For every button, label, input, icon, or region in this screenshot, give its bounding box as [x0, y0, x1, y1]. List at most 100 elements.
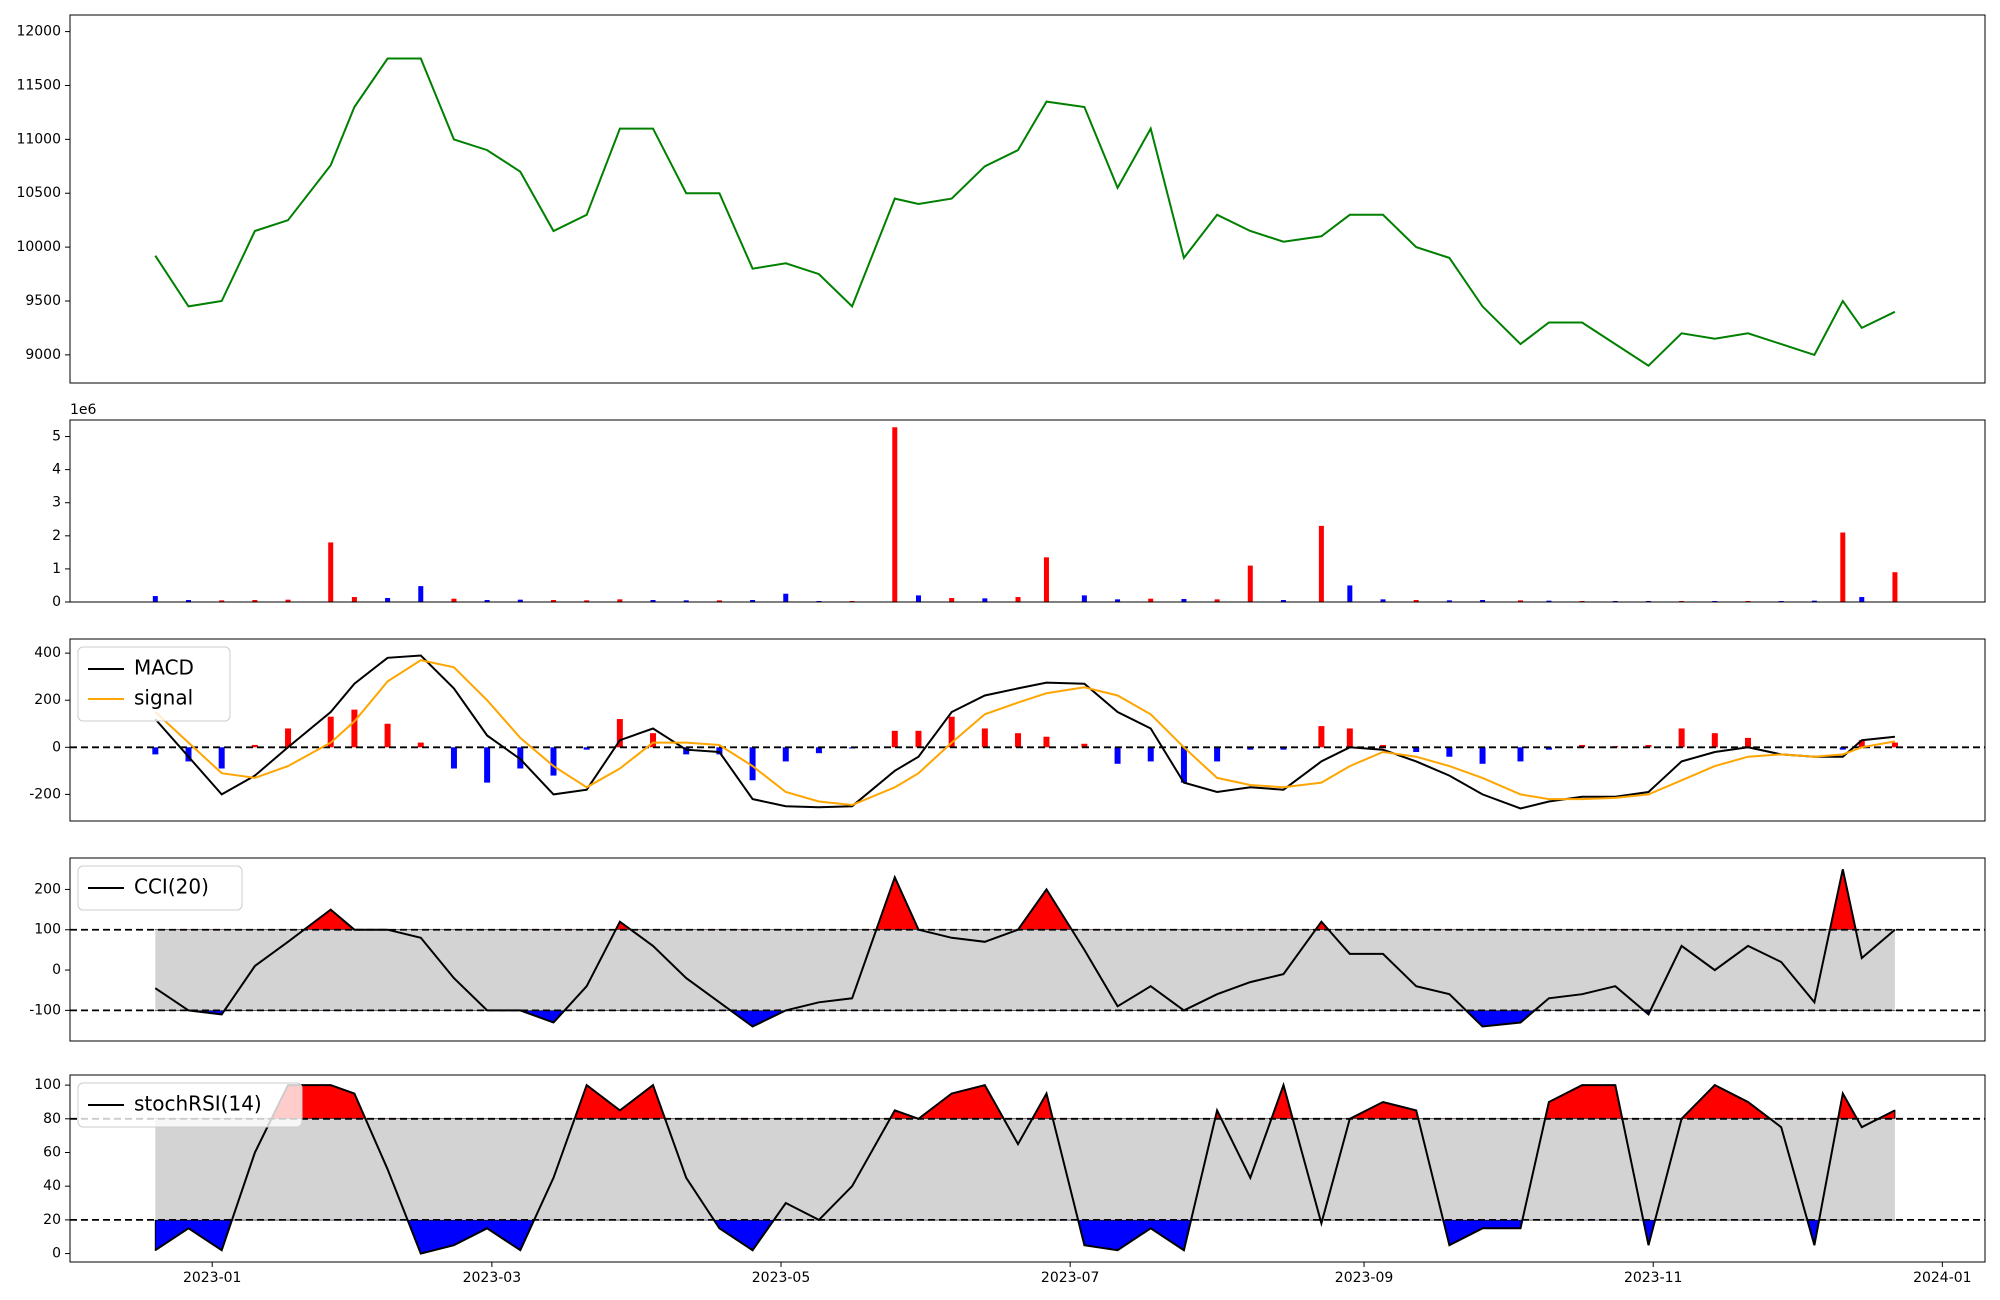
- y-tick-label: 200: [34, 692, 61, 708]
- neutral-band: [155, 929, 1895, 1011]
- histogram-bar: [1346, 728, 1353, 748]
- histogram-bar: [384, 723, 391, 748]
- histogram-bar: [1517, 747, 1524, 762]
- x-tick-label: 2023-05: [752, 1270, 811, 1286]
- y-tick-label: 5: [52, 429, 61, 445]
- bar: [186, 600, 192, 602]
- y-tick-label: 0: [52, 962, 61, 978]
- histogram-bar: [1446, 747, 1453, 757]
- panel: [70, 869, 1985, 1028]
- panel-frame: [69, 1074, 1986, 1263]
- bar: [683, 600, 689, 602]
- legend-box: [77, 1082, 303, 1128]
- y-tick-label: 3: [52, 495, 61, 511]
- bar: [1859, 597, 1865, 602]
- histogram-bar: [1180, 747, 1187, 783]
- bar: [328, 542, 334, 602]
- bar: [451, 598, 457, 602]
- histogram-bar: [1839, 747, 1846, 750]
- histogram-bar: [616, 719, 623, 748]
- histogram-bar: [185, 747, 192, 762]
- panel-frame: [69, 419, 1986, 603]
- bar: [1318, 525, 1324, 602]
- panel-frame: [69, 857, 1986, 1042]
- line: [154, 57, 1896, 367]
- y-tick-label: 9500: [25, 293, 61, 309]
- histogram-bar: [351, 709, 358, 748]
- panel: [154, 57, 1896, 367]
- legend-box: [77, 646, 231, 722]
- bar: [1840, 532, 1846, 602]
- histogram-bar: [550, 747, 557, 776]
- y-tick-label: 4: [52, 462, 61, 478]
- bar: [1115, 599, 1121, 602]
- panel: [70, 654, 1985, 810]
- histogram-bar: [1247, 747, 1254, 750]
- histogram-bar: [251, 744, 258, 748]
- y-tick-label: 100: [34, 922, 61, 938]
- x-tick-label: 2023-03: [463, 1270, 522, 1286]
- bar: [1347, 585, 1353, 602]
- bar: [584, 600, 590, 602]
- x-tick-label: 2024-01: [1913, 1270, 1972, 1286]
- histogram-bar: [782, 747, 789, 762]
- y-tick-label: 11000: [16, 131, 61, 147]
- bar: [1181, 599, 1187, 602]
- histogram-bar: [152, 747, 159, 755]
- histogram-bar: [716, 747, 723, 755]
- bar: [915, 595, 921, 602]
- bar: [1517, 600, 1523, 602]
- y-tick-label: 20: [43, 1212, 61, 1228]
- y-tick-label: 9000: [25, 347, 61, 363]
- bar: [1043, 557, 1049, 602]
- line: [154, 654, 1896, 810]
- bar: [1380, 599, 1386, 602]
- panel-frame: [69, 14, 1986, 384]
- x-tick-label: 2023-01: [183, 1270, 242, 1286]
- line: [154, 869, 1896, 1028]
- legend-label: CCI(20): [134, 875, 209, 899]
- histogram-bar: [1280, 747, 1287, 750]
- x-tick-label: 2023-09: [1335, 1270, 1394, 1286]
- bar: [1480, 600, 1486, 602]
- x-tick-label: 2023-11: [1624, 1270, 1683, 1286]
- legend-box: [77, 865, 243, 911]
- axis-offset-label: 1e6: [70, 402, 97, 418]
- bar: [550, 600, 556, 602]
- histogram-bar: [1380, 744, 1387, 748]
- histogram-bar: [1579, 744, 1586, 748]
- bar: [252, 600, 258, 602]
- histogram-bar: [583, 747, 590, 750]
- histogram-bar: [1645, 744, 1652, 748]
- histogram-bar: [1479, 747, 1486, 764]
- histogram-bar: [1545, 747, 1552, 750]
- bar: [418, 586, 424, 602]
- bar: [351, 597, 357, 602]
- line: [154, 659, 1896, 807]
- y-tick-label: 100: [34, 1077, 61, 1093]
- histogram-bar: [1678, 728, 1685, 748]
- histogram-bar: [650, 733, 657, 748]
- y-tick-label: 11500: [16, 77, 61, 93]
- y-tick-label: 10000: [16, 239, 61, 255]
- histogram-bar: [1015, 733, 1022, 748]
- y-tick-label: 0: [52, 1246, 61, 1262]
- histogram-bar: [1081, 743, 1088, 748]
- neutral-band: [155, 1118, 1895, 1220]
- bar: [783, 593, 789, 602]
- histogram-bar: [1043, 736, 1050, 748]
- histogram-bar: [1711, 733, 1718, 748]
- bar: [949, 598, 955, 602]
- y-tick-label: 10500: [16, 185, 61, 201]
- y-tick-label: 12000: [16, 24, 61, 40]
- histogram-bar: [218, 747, 225, 769]
- histogram-bar: [1147, 747, 1154, 762]
- histogram-bar: [417, 742, 424, 748]
- panel-frame: [69, 638, 1986, 822]
- histogram-bar: [749, 747, 756, 781]
- histogram-bar: [1318, 726, 1325, 748]
- bar: [152, 596, 158, 602]
- y-tick-label: 2: [52, 528, 61, 544]
- legend-label: MACD: [134, 656, 194, 680]
